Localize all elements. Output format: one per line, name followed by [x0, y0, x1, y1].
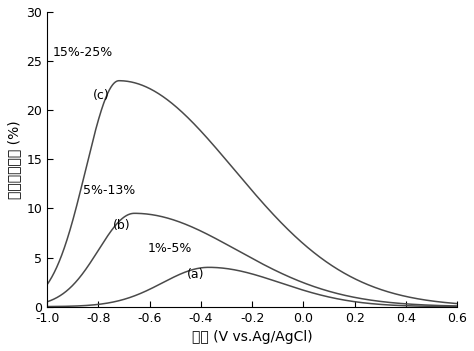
Y-axis label: 光电转换效率 (%): 光电转换效率 (%) — [7, 120, 21, 199]
Text: (b): (b) — [113, 219, 130, 232]
Text: 5%-13%: 5%-13% — [82, 184, 135, 197]
Text: 15%-25%: 15%-25% — [53, 46, 113, 59]
Text: (a): (a) — [187, 268, 205, 281]
Text: (c): (c) — [92, 89, 109, 102]
X-axis label: 电压 (V vs.Ag/AgCl): 电压 (V vs.Ag/AgCl) — [192, 330, 312, 344]
Text: 1%-5%: 1%-5% — [148, 241, 192, 254]
